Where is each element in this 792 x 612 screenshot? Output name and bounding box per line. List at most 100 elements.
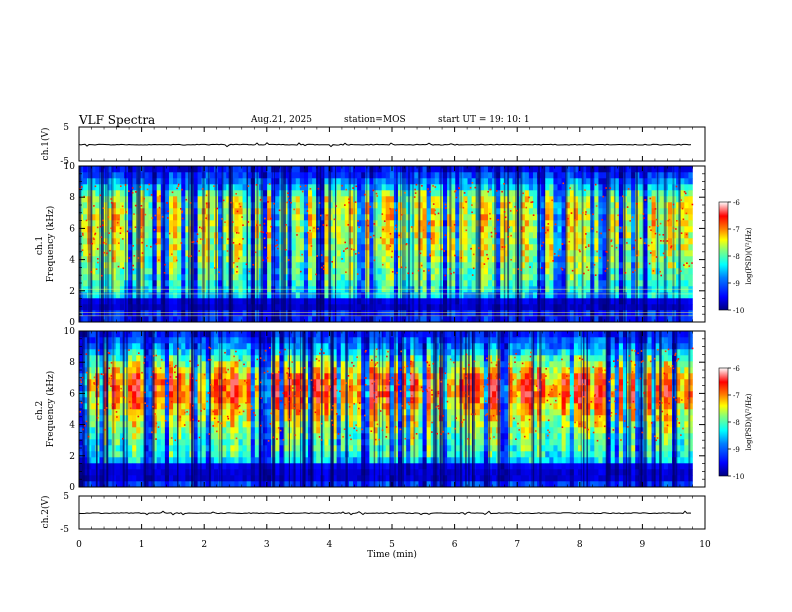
spectrogram-cell (132, 415, 137, 422)
spectrogram-cell (553, 274, 558, 281)
spectrogram-cell (541, 196, 546, 203)
spectrogram-cell (508, 268, 513, 275)
spectrogram-cell (353, 256, 358, 263)
spectrogram-cell (393, 184, 399, 191)
spectrogram-streak (111, 166, 114, 322)
spectrogram-cell (561, 292, 566, 299)
spectrogram-cell (438, 244, 444, 251)
spectrogram-cell (83, 214, 88, 221)
spectrogram-cell (508, 304, 513, 311)
spectrogram-cell (107, 439, 113, 446)
spectrogram-speckle (273, 202, 275, 205)
spectrogram-cell (667, 172, 673, 179)
spectrogram-speckle (263, 222, 266, 225)
spectrogram-cell (348, 202, 354, 209)
spectrogram-cell (373, 166, 378, 173)
spectrogram-cell (254, 220, 260, 227)
spectrogram-cell (606, 304, 611, 311)
spectrogram-cell (475, 250, 481, 257)
spectrogram-streak (590, 166, 593, 322)
spectrogram-cell (324, 220, 329, 227)
spectrogram-cell (483, 214, 489, 221)
spectrogram-cell (132, 292, 137, 299)
spectrogram-cell (111, 439, 117, 446)
spectrogram-cell (144, 439, 149, 446)
spectrogram-cell (271, 226, 276, 233)
spectrogram-cell (496, 316, 501, 323)
spectrogram-streak (328, 166, 332, 322)
spectrogram-cell (557, 196, 562, 203)
spectrogram-cell (577, 298, 583, 305)
spectrogram-cell (365, 274, 370, 281)
spectrogram-cell (455, 208, 460, 215)
spectrogram-cell (156, 304, 162, 311)
spectrogram-cell (136, 397, 141, 404)
spectrogram-cell (512, 220, 517, 227)
spectrogram-cell (344, 190, 350, 197)
spectrogram-cell (299, 226, 305, 233)
spectrogram-cell (647, 310, 652, 317)
spectrogram-cell (643, 214, 648, 221)
spectrogram-cell (193, 280, 198, 287)
spectrogram-cell (173, 190, 178, 197)
spectrogram-streak (656, 166, 659, 322)
spectrogram-cell (663, 166, 669, 173)
spectrogram-cell (455, 190, 460, 197)
spectrogram-cell (99, 379, 104, 386)
spectrogram-cell (344, 304, 350, 311)
spectrogram-cell (659, 244, 665, 251)
spectrogram-cell (639, 262, 644, 269)
spectrogram-cell (107, 310, 113, 317)
spectrogram-cell (99, 361, 104, 368)
spectrogram-cell (242, 250, 247, 257)
spectrogram-cell (512, 226, 517, 233)
spectrogram-cell (647, 262, 652, 269)
spectrogram-cell (451, 244, 456, 251)
spectrogram-cell (119, 280, 125, 287)
spectrogram-cell (586, 280, 591, 287)
spectrogram-cell (132, 475, 137, 482)
spectrogram-speckle (285, 224, 287, 226)
spectrogram-cell (132, 214, 137, 221)
spectrogram-cell (627, 274, 632, 281)
spectrogram-cell (91, 415, 96, 422)
spectrogram-cell (520, 214, 526, 221)
spectrogram-cell (353, 304, 358, 311)
spectrogram-speckle (685, 233, 688, 236)
spectrogram-cell (443, 250, 448, 257)
spectrogram-cell (483, 196, 489, 203)
spectrogram-cell (541, 220, 546, 227)
spectrogram-cell (627, 316, 632, 323)
spectrogram-cell (577, 250, 583, 257)
spectrogram-cell (647, 172, 652, 179)
spectrogram-speckle (99, 225, 102, 228)
spectrogram-cell (79, 433, 84, 440)
spectrogram-cell (582, 262, 587, 269)
spectrogram-cell (639, 274, 644, 281)
spectrogram-cell (340, 214, 346, 221)
spectrogram-cell (541, 166, 546, 173)
spectrogram-cell (119, 220, 125, 227)
spectrogram-speckle (288, 199, 291, 201)
spectrogram-cell (234, 244, 239, 251)
spectrogram-cell (438, 250, 444, 257)
spectrogram-speckle (381, 213, 384, 215)
spectrogram-cell (438, 256, 444, 263)
spectrogram-cell (467, 292, 472, 299)
spectrogram-cell (168, 226, 174, 233)
spectrogram-cell (402, 232, 407, 239)
spectrogram-cell (541, 250, 546, 257)
spectrogram-cell (463, 196, 468, 203)
spectrogram-cell (402, 310, 407, 317)
spectrogram-cell (242, 172, 247, 179)
spectrogram-cell (336, 244, 342, 251)
spectrogram-cell (639, 220, 644, 227)
spectrogram-cell (144, 427, 149, 434)
spectrogram-cell (152, 280, 158, 287)
spectrogram-cell (573, 220, 579, 227)
spectrogram-cell (377, 238, 382, 245)
spectrogram-cell (504, 292, 509, 299)
spectrogram-cell (83, 361, 88, 368)
spectrogram-cell (275, 274, 280, 281)
